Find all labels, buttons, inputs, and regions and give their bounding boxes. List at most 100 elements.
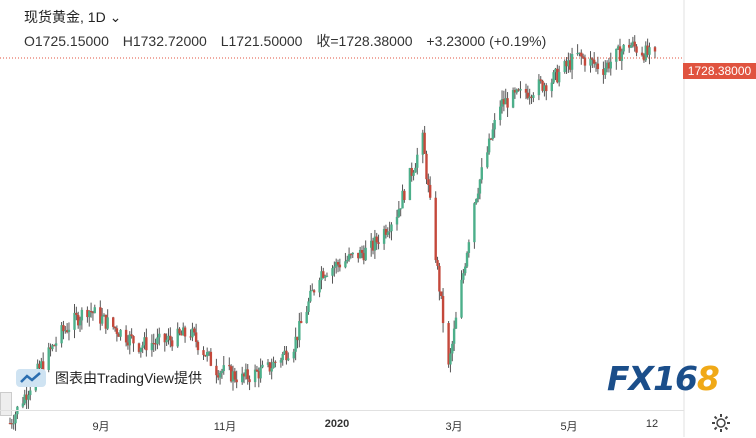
candle-body bbox=[635, 46, 638, 53]
candle-body bbox=[511, 90, 515, 108]
candle-body bbox=[594, 63, 598, 65]
candle-body bbox=[178, 328, 181, 334]
last-price-badge: 1728.38000 bbox=[683, 63, 756, 79]
candle-body bbox=[465, 252, 469, 267]
x-axis[interactable]: 9月 11月 2020 3月 5月 12 bbox=[0, 410, 684, 438]
candlestick-series bbox=[8, 35, 657, 431]
candle-body bbox=[414, 167, 417, 173]
candle-body bbox=[143, 337, 146, 346]
symbol-name[interactable]: 现货黄金 bbox=[24, 10, 80, 26]
candle-body bbox=[473, 203, 476, 243]
candle-body bbox=[272, 361, 275, 369]
candle-body bbox=[504, 98, 507, 105]
candle-body bbox=[180, 333, 183, 336]
candle-body bbox=[89, 311, 93, 313]
candle-body bbox=[452, 328, 456, 344]
candle-body bbox=[506, 98, 509, 108]
candle-body bbox=[502, 99, 506, 105]
candle-body bbox=[215, 365, 218, 376]
candle-body bbox=[191, 328, 194, 338]
x-tick-label: 11月 bbox=[213, 421, 237, 433]
candle-body bbox=[88, 311, 91, 318]
candle-body bbox=[266, 362, 270, 365]
candle-body bbox=[99, 307, 102, 324]
candle-body bbox=[27, 395, 30, 400]
candle-body bbox=[541, 80, 544, 91]
candle-body bbox=[229, 366, 233, 382]
candle-body bbox=[333, 266, 336, 269]
candle-body bbox=[499, 106, 502, 120]
candle-body bbox=[86, 309, 89, 318]
attribution-text[interactable]: 图表由TradingView提供 bbox=[55, 370, 203, 386]
candle-body bbox=[515, 89, 518, 93]
candle-body bbox=[231, 371, 235, 382]
candle-body bbox=[274, 361, 277, 363]
candle-body bbox=[358, 249, 362, 259]
candle-body bbox=[25, 394, 28, 400]
candle-body bbox=[152, 343, 155, 345]
candle-body bbox=[283, 350, 286, 354]
candle-body bbox=[145, 337, 148, 351]
candle-body bbox=[241, 373, 244, 383]
candle-body bbox=[491, 129, 495, 139]
candle-body bbox=[622, 44, 625, 52]
candle-body bbox=[80, 309, 84, 321]
candle-body bbox=[646, 45, 649, 55]
candle-body bbox=[309, 290, 312, 302]
candle-body bbox=[550, 82, 553, 92]
candle-body bbox=[253, 369, 257, 383]
fx168-watermark: FX168 bbox=[607, 359, 720, 398]
candle-body bbox=[21, 403, 25, 407]
candle-body bbox=[357, 252, 360, 259]
candle-body bbox=[440, 291, 443, 297]
candle-body bbox=[285, 350, 288, 361]
candle-body bbox=[370, 240, 373, 248]
candle-body bbox=[176, 328, 179, 347]
candle-body bbox=[292, 351, 295, 359]
ohlc-readout: O1725.15000 H1732.72000 L1721.50000 收=17… bbox=[24, 31, 556, 51]
candle-body bbox=[441, 296, 445, 324]
candle-body bbox=[390, 224, 393, 232]
candle-body bbox=[62, 325, 65, 332]
candle-body bbox=[65, 330, 69, 333]
candle-body bbox=[130, 334, 133, 337]
settings-gear-icon[interactable] bbox=[709, 411, 733, 435]
candle-body bbox=[362, 252, 366, 261]
candle-body bbox=[486, 152, 489, 168]
interval-label[interactable]: 1D bbox=[87, 9, 106, 25]
candle-body bbox=[117, 333, 120, 337]
candle-body bbox=[463, 266, 467, 274]
candle-body bbox=[331, 268, 334, 276]
candle-body bbox=[425, 153, 428, 180]
candle-body bbox=[150, 343, 154, 351]
candle-body bbox=[410, 168, 413, 176]
candle-body bbox=[596, 63, 600, 70]
candle-body bbox=[12, 423, 15, 425]
candle-body bbox=[154, 343, 157, 345]
candle-body bbox=[513, 90, 517, 93]
candle-body bbox=[202, 350, 205, 356]
close-value: 收=1728.38000 bbox=[316, 33, 413, 49]
candle-body bbox=[423, 132, 426, 154]
candle-body bbox=[163, 333, 166, 343]
candle-body bbox=[102, 314, 106, 317]
candle-body bbox=[478, 179, 482, 194]
candle-body bbox=[78, 320, 82, 326]
low-value: L1721.50000 bbox=[220, 33, 303, 49]
candle-body bbox=[616, 46, 620, 49]
candle-body bbox=[209, 351, 213, 366]
candle-body bbox=[377, 242, 380, 244]
candle-body bbox=[246, 369, 249, 380]
candle-body bbox=[397, 209, 401, 217]
candle-body bbox=[539, 79, 542, 81]
candle-body bbox=[428, 184, 432, 198]
candle-body bbox=[602, 69, 605, 75]
tradingview-attribution[interactable]: 图表由TradingView提供 bbox=[16, 368, 202, 388]
candle-body bbox=[583, 57, 587, 66]
change-value: +3.23000 (+0.19%) bbox=[426, 33, 547, 49]
candle-body bbox=[532, 95, 535, 98]
chevron-down-icon[interactable]: ⌄ bbox=[105, 9, 122, 25]
candle-body bbox=[618, 46, 622, 61]
candle-body bbox=[242, 373, 246, 377]
